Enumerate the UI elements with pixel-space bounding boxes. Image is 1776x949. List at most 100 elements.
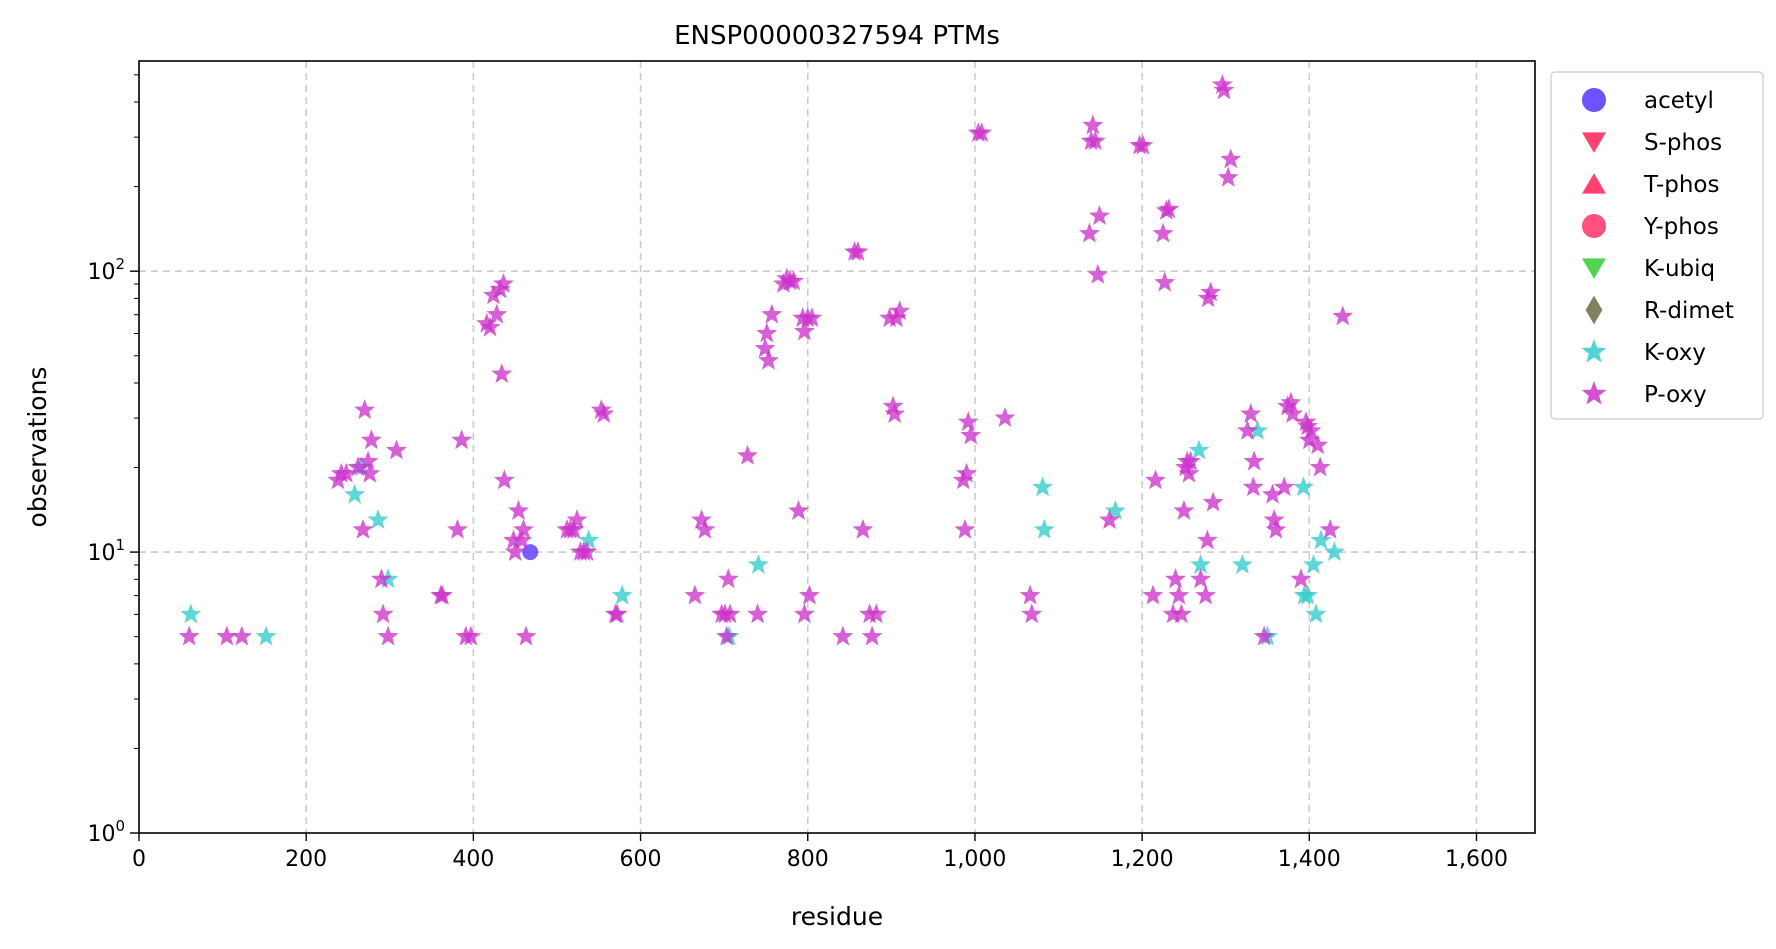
data-point-k-oxy bbox=[367, 509, 389, 529]
data-point-p-oxy bbox=[1089, 205, 1110, 226]
data-point-p-oxy bbox=[1297, 415, 1319, 436]
data-point-p-oxy bbox=[694, 518, 716, 539]
data-point-p-oxy bbox=[566, 509, 588, 529]
data-point-p-oxy bbox=[754, 337, 776, 358]
data-point-p-oxy bbox=[563, 518, 585, 539]
data-point-p-oxy bbox=[1263, 509, 1285, 529]
data-point-p-oxy bbox=[1195, 584, 1217, 605]
x-tick-label: 1,200 bbox=[1111, 847, 1174, 872]
x-tick-label: 1,600 bbox=[1445, 847, 1508, 872]
data-point-p-oxy bbox=[486, 303, 508, 324]
data-point-p-oxy bbox=[386, 439, 407, 460]
data-point-p-oxy bbox=[793, 320, 815, 341]
y-tick-label: 102 bbox=[87, 255, 125, 285]
data-point-p-oxy bbox=[1168, 584, 1190, 605]
y-tick-label: 100 bbox=[87, 817, 125, 847]
plot-frame bbox=[138, 60, 1536, 834]
data-point-p-oxy bbox=[717, 568, 739, 589]
data-point-p-oxy bbox=[1170, 603, 1192, 624]
data-point-p-oxy bbox=[1332, 305, 1354, 326]
data-point-p-oxy bbox=[757, 349, 779, 370]
data-point-p-oxy bbox=[476, 312, 498, 333]
data-point-p-oxy bbox=[737, 444, 759, 465]
data-point-p-oxy bbox=[1262, 483, 1283, 504]
data-point-p-oxy bbox=[513, 518, 534, 539]
data-point-p-oxy bbox=[503, 529, 524, 550]
data-point-p-oxy bbox=[347, 456, 369, 477]
data-point-p-oxy bbox=[1145, 469, 1166, 490]
y-axis-label: observations bbox=[23, 367, 52, 528]
legend-frame bbox=[1550, 71, 1764, 420]
legend-label: K-oxy bbox=[1644, 340, 1706, 366]
data-point-p-oxy bbox=[1265, 518, 1287, 539]
data-point-p-oxy bbox=[1162, 603, 1184, 624]
data-point-k-oxy bbox=[1310, 529, 1332, 550]
data-point-p-oxy bbox=[1282, 403, 1304, 423]
legend-label: acetyl bbox=[1644, 88, 1714, 114]
x-axis: 0 200 400 600 800 1,000 1,200 1,400 1,600 bbox=[132, 833, 1508, 872]
data-point-p-oxy bbox=[1307, 434, 1329, 455]
chart-title: ENSP00000327594 PTMs bbox=[674, 21, 1000, 51]
data-point-p-oxy bbox=[1087, 263, 1109, 284]
data-point-k-oxy bbox=[1292, 476, 1314, 497]
data-point-p-oxy bbox=[719, 603, 741, 624]
data-points bbox=[178, 74, 1354, 646]
data-point-p-oxy bbox=[515, 625, 537, 646]
data-point-p-oxy bbox=[590, 399, 612, 420]
data-point-k-oxy bbox=[1104, 500, 1126, 520]
x-tick-label: 1,000 bbox=[943, 847, 1006, 872]
data-point-p-oxy bbox=[359, 462, 381, 483]
data-point-p-oxy bbox=[377, 625, 399, 646]
data-point-p-oxy bbox=[1213, 79, 1235, 100]
data-point-p-oxy bbox=[1242, 476, 1264, 497]
data-point-p-oxy bbox=[889, 300, 911, 321]
data-point-p-oxy bbox=[1099, 509, 1120, 529]
data-point-p-oxy bbox=[1300, 419, 1322, 440]
data-point-p-oxy bbox=[1084, 130, 1106, 151]
data-point-p-oxy bbox=[576, 541, 598, 561]
data-point-p-oxy bbox=[684, 584, 706, 605]
data-point-k-oxy bbox=[1231, 553, 1253, 574]
data-point-p-oxy bbox=[1196, 529, 1218, 550]
data-point-p-oxy bbox=[971, 122, 993, 143]
legend-marker bbox=[1585, 295, 1603, 325]
legend-label: T-phos bbox=[1643, 172, 1719, 198]
y-axis: 100 101 102 bbox=[87, 74, 139, 847]
data-point-p-oxy bbox=[1240, 403, 1262, 423]
x-tick-label: 600 bbox=[620, 847, 662, 872]
data-point-p-oxy bbox=[370, 568, 392, 589]
data-point-p-oxy bbox=[691, 509, 713, 529]
x-tick-label: 800 bbox=[787, 847, 829, 872]
data-point-p-oxy bbox=[1220, 148, 1242, 169]
data-point-p-oxy bbox=[1202, 491, 1224, 512]
data-point-p-oxy bbox=[493, 469, 515, 490]
data-point-k-oxy bbox=[1247, 419, 1268, 440]
data-point-p-oxy bbox=[882, 395, 904, 416]
data-point-p-oxy bbox=[793, 603, 815, 624]
data-point-p-oxy bbox=[1290, 568, 1312, 589]
x-axis-label: residue bbox=[791, 902, 883, 931]
data-point-p-oxy bbox=[1142, 584, 1164, 605]
data-point-k-oxy bbox=[1188, 439, 1210, 460]
data-point-p-oxy bbox=[491, 363, 513, 384]
data-point-k-oxy bbox=[255, 625, 277, 646]
data-point-p-oxy bbox=[852, 518, 874, 539]
data-point-k-oxy bbox=[578, 529, 600, 550]
data-point-p-oxy bbox=[957, 411, 979, 432]
data-point-k-oxy bbox=[344, 483, 366, 504]
data-point-p-oxy bbox=[508, 500, 529, 520]
data-point-k-oxy bbox=[747, 553, 769, 574]
data-point-p-oxy bbox=[1019, 584, 1041, 605]
data-point-p-oxy bbox=[593, 403, 615, 423]
data-point-p-oxy bbox=[1309, 456, 1331, 477]
data-point-k-oxy bbox=[1303, 553, 1324, 574]
data-point-p-oxy bbox=[1298, 429, 1320, 450]
legend-marker bbox=[1582, 214, 1606, 238]
x-tick-label: 1,400 bbox=[1278, 847, 1341, 872]
data-point-p-oxy bbox=[798, 584, 820, 605]
data-point-p-oxy bbox=[606, 603, 628, 624]
data-point-p-oxy bbox=[1154, 271, 1176, 292]
data-point-p-oxy bbox=[1180, 450, 1202, 471]
legend-marker bbox=[1581, 339, 1607, 363]
